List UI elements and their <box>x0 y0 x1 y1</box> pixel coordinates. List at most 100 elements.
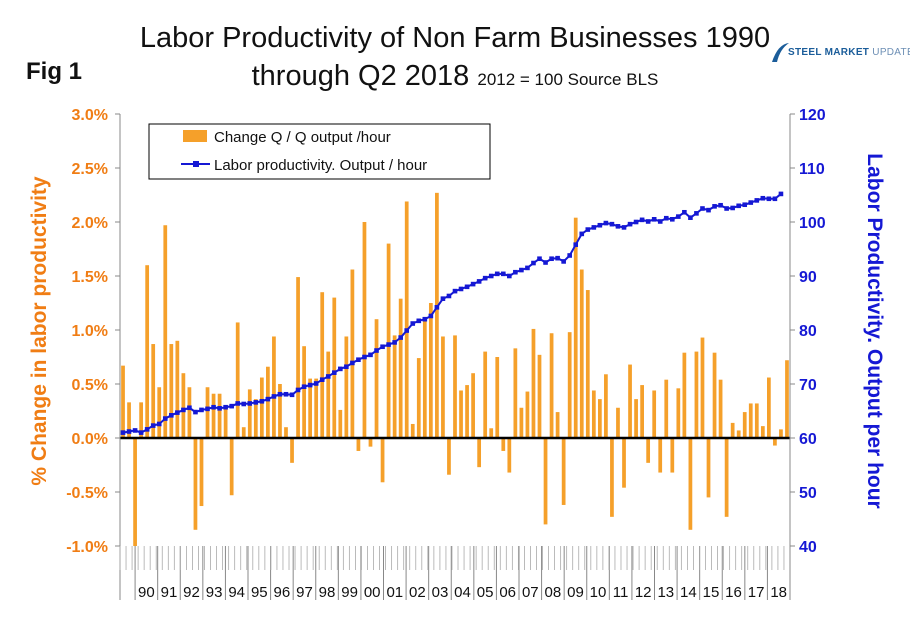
steel-market-update-logo: STEEL MARKET UPDATE <box>770 40 910 66</box>
bar-q90 <box>658 438 663 473</box>
bar-q27 <box>278 384 282 438</box>
left-tick-label: 2.5% <box>72 161 108 178</box>
bar-q51 <box>422 321 427 438</box>
productivity-point-q60 <box>476 279 482 284</box>
bar-q61 <box>483 351 488 438</box>
bar-q22 <box>247 389 252 438</box>
bar-q106 <box>754 403 759 438</box>
bar-q19 <box>229 438 234 496</box>
productivity-point-q3 <box>132 428 138 433</box>
productivity-point-q41 <box>362 354 367 360</box>
bar-q66 <box>513 348 518 438</box>
productivity-point-q98 <box>706 207 711 213</box>
bar-q83 <box>616 407 620 438</box>
bar-q32 <box>308 378 312 438</box>
figure-label: Fig 1 <box>26 58 83 85</box>
right-axis-label: Labor Productivity. Output per hour <box>863 153 886 508</box>
productivity-point-q63 <box>494 271 500 277</box>
bar-q5 <box>145 265 150 438</box>
productivity-point-q50 <box>416 318 422 324</box>
productivity-point-q2 <box>126 429 132 434</box>
productivity-point-q76 <box>573 242 579 247</box>
left-tick-label: 0.5% <box>72 377 108 394</box>
bar-q40 <box>356 438 361 451</box>
chart-title-line2: through Q2 2018 2012 = 100 Source BLS <box>0 60 910 93</box>
x-year-label: 12 <box>635 584 652 601</box>
left-tick-label: 2.0% <box>72 215 108 232</box>
bar-q59 <box>471 373 475 438</box>
left-tick-label: 1.5% <box>72 269 108 286</box>
bar-q55 <box>447 438 451 475</box>
bar-q75 <box>567 332 572 438</box>
productivity-point-q32 <box>307 382 313 388</box>
productivity-point-q39 <box>350 360 355 366</box>
x-year-label: 92 <box>183 584 200 601</box>
bar-q31 <box>302 346 306 438</box>
right-tick-label: 40 <box>799 539 817 556</box>
bar-q52 <box>428 303 433 438</box>
bar-q74 <box>561 438 566 505</box>
bar-q25 <box>266 366 270 438</box>
bar-q30 <box>296 277 300 438</box>
productivity-point-q86 <box>633 219 639 225</box>
bar-q48 <box>404 201 409 438</box>
bar-q46 <box>392 335 397 438</box>
bar-q11 <box>181 373 186 438</box>
productivity-point-q73 <box>555 255 560 261</box>
productivity-point-q65 <box>507 273 512 279</box>
productivity-point-q102 <box>730 205 735 211</box>
bar-q68 <box>525 391 530 438</box>
productivity-point-q109 <box>772 196 778 202</box>
productivity-point-q69 <box>531 260 536 266</box>
bar-q85 <box>628 364 632 438</box>
bar-q21 <box>241 427 246 438</box>
bar-q71 <box>543 438 548 525</box>
bar-q97 <box>700 337 705 438</box>
productivity-point-q46 <box>392 340 397 345</box>
bar-q50 <box>416 358 421 438</box>
bar-q42 <box>368 438 373 447</box>
productivity-point-q55 <box>446 293 452 299</box>
productivity-point-q51 <box>422 316 428 322</box>
productivity-point-q59 <box>470 281 476 287</box>
productivity-point-q108 <box>766 196 772 202</box>
bar-q79 <box>591 390 596 438</box>
bar-q36 <box>332 297 337 438</box>
bar-q91 <box>664 379 669 438</box>
productivity-point-q40 <box>356 357 361 362</box>
bar-q89 <box>652 390 657 438</box>
bar-q54 <box>441 336 445 438</box>
productivity-point-q57 <box>458 286 464 292</box>
bar-q87 <box>640 385 644 438</box>
productivity-point-q80 <box>597 222 603 228</box>
bar-q70 <box>537 354 542 438</box>
productivity-point-q91 <box>663 215 669 221</box>
bar-q28 <box>284 427 288 438</box>
bar-q88 <box>646 438 651 463</box>
x-year-label: 18 <box>770 584 787 601</box>
right-tick-label: 110 <box>799 161 825 178</box>
productivity-point-q68 <box>525 265 530 271</box>
bar-q7 <box>157 387 162 438</box>
productivity-point-q72 <box>549 256 554 262</box>
bar-q82 <box>610 438 614 517</box>
x-year-label: 15 <box>703 584 720 601</box>
bar-q58 <box>465 385 469 438</box>
bar-q26 <box>272 336 276 438</box>
bar-q8 <box>163 225 168 438</box>
productivity-point-q100 <box>718 202 723 208</box>
legend: Change Q / Q output /hour Labor producti… <box>148 123 491 180</box>
bar-q60 <box>477 438 482 468</box>
productivity-point-q106 <box>754 198 760 203</box>
bar-q73 <box>555 412 560 438</box>
x-year-label: 16 <box>725 584 742 601</box>
right-tick-label: 70 <box>799 377 817 394</box>
productivity-point-q4 <box>138 430 144 435</box>
x-year-label: 01 <box>386 584 403 601</box>
bar-q6 <box>151 344 156 438</box>
productivity-point-q44 <box>380 344 385 350</box>
bar-q99 <box>712 352 717 438</box>
bar-q81 <box>604 374 608 438</box>
bar-q92 <box>670 438 675 473</box>
